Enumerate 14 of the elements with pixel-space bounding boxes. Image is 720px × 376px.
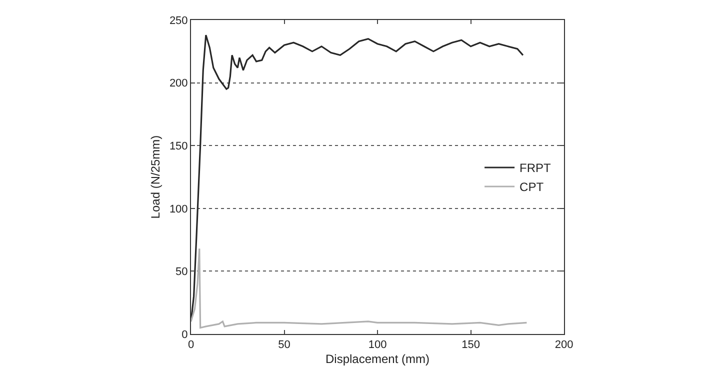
y-axis-title: Load (N/25mm) bbox=[148, 135, 163, 219]
y-tick-label: 50 bbox=[176, 266, 188, 278]
y-tick-label: 100 bbox=[169, 203, 188, 216]
x-tick-label: 50 bbox=[278, 339, 290, 352]
y-tick-label: 150 bbox=[169, 140, 188, 152]
legend-label: CPT bbox=[520, 180, 544, 194]
y-tick-label: 250 bbox=[169, 14, 188, 27]
x-axis-title: Displacement (mm) bbox=[325, 352, 430, 366]
y-tick-label: 200 bbox=[169, 78, 188, 90]
legend-label: FRPT bbox=[520, 161, 552, 176]
y-tick-label: 0 bbox=[182, 328, 188, 341]
x-tick-label: 150 bbox=[462, 339, 480, 352]
x-tick-label: 100 bbox=[368, 339, 387, 352]
x-tick-label: 200 bbox=[554, 339, 574, 352]
